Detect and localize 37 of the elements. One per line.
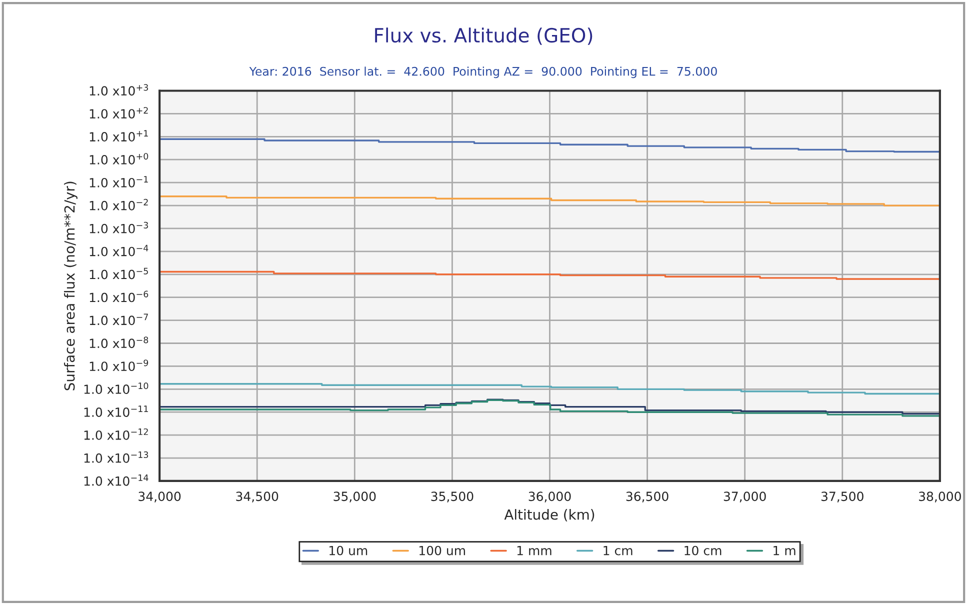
y-tick-label: 1.0 x10$^{−11}$: [84, 406, 148, 417]
y-tick-label: 1.0 x10$^{−8}$: [90, 336, 148, 348]
legend-label: 10 um: [330, 546, 368, 556]
x-tick-label: 34,500: [236, 492, 278, 502]
x-axis-title: Altitude (km): [504, 509, 594, 522]
y-tick-label: 1.0 x10$^{−14}$: [84, 474, 148, 486]
x-tick-label: 34,000: [138, 492, 181, 502]
y-tick-label: 1.0 x10$^{−10}$: [84, 382, 148, 394]
y-tick-label: 1.0 x10$^{−3}$: [90, 222, 148, 234]
x-tick-label: 38,000: [919, 492, 961, 502]
y-tick-label: 1.0 x10$^{−12}$: [84, 428, 148, 440]
x-tick-label: 35,000: [334, 492, 376, 502]
y-tick-label: 1.0 x10$^{−1}$: [90, 176, 148, 188]
y-tick-label: 1.0 x10$^{−5}$: [90, 268, 148, 280]
x-tick-label: 35,500: [431, 492, 474, 502]
legend-label: 100 um: [419, 546, 465, 556]
y-tick-label: 1.0 x10$^{+1}$: [90, 130, 148, 142]
y-tick-label: 1.0 x10$^{−6}$: [90, 290, 148, 302]
y-tick-label: 1.0 x10$^{−2}$: [90, 198, 148, 210]
x-tick-label: 36,000: [528, 492, 571, 502]
y-tick-label: 1.0 x10$^{+0}$: [90, 152, 148, 164]
y-tick-label: 1.0 x10$^{+2}$: [90, 107, 148, 119]
legend-label: 1 cm: [604, 546, 632, 556]
y-tick-label: 1.0 x10$^{−7}$: [90, 314, 148, 326]
legend-label: 10 cm: [684, 546, 722, 556]
chart-subtitle: Year: 2016 Sensor lat. = 42.600 Pointing AZ = 90.000 Pointing EL = 75.000: [249, 66, 717, 78]
legend-label: 1 mm: [517, 546, 552, 556]
y-tick-label: 1.0 x10$^{+3}$: [90, 84, 148, 96]
y-tick-label: 1.0 x10$^{−4}$: [90, 244, 148, 256]
y-tick-label: 1.0 x10$^{−9}$: [90, 360, 148, 372]
legend-label: 1 m: [774, 546, 796, 556]
y-axis-title: Surface area flux (no/m**2/yr): [64, 182, 78, 390]
chart-title: Flux vs. Altitude (GEO): [375, 28, 592, 45]
y-tick-label: 1.0 x10$^{−13}$: [84, 451, 148, 463]
x-tick-label: 36,500: [626, 492, 668, 502]
x-tick-label: 37,500: [821, 492, 864, 502]
x-tick-label: 37,000: [724, 492, 766, 502]
